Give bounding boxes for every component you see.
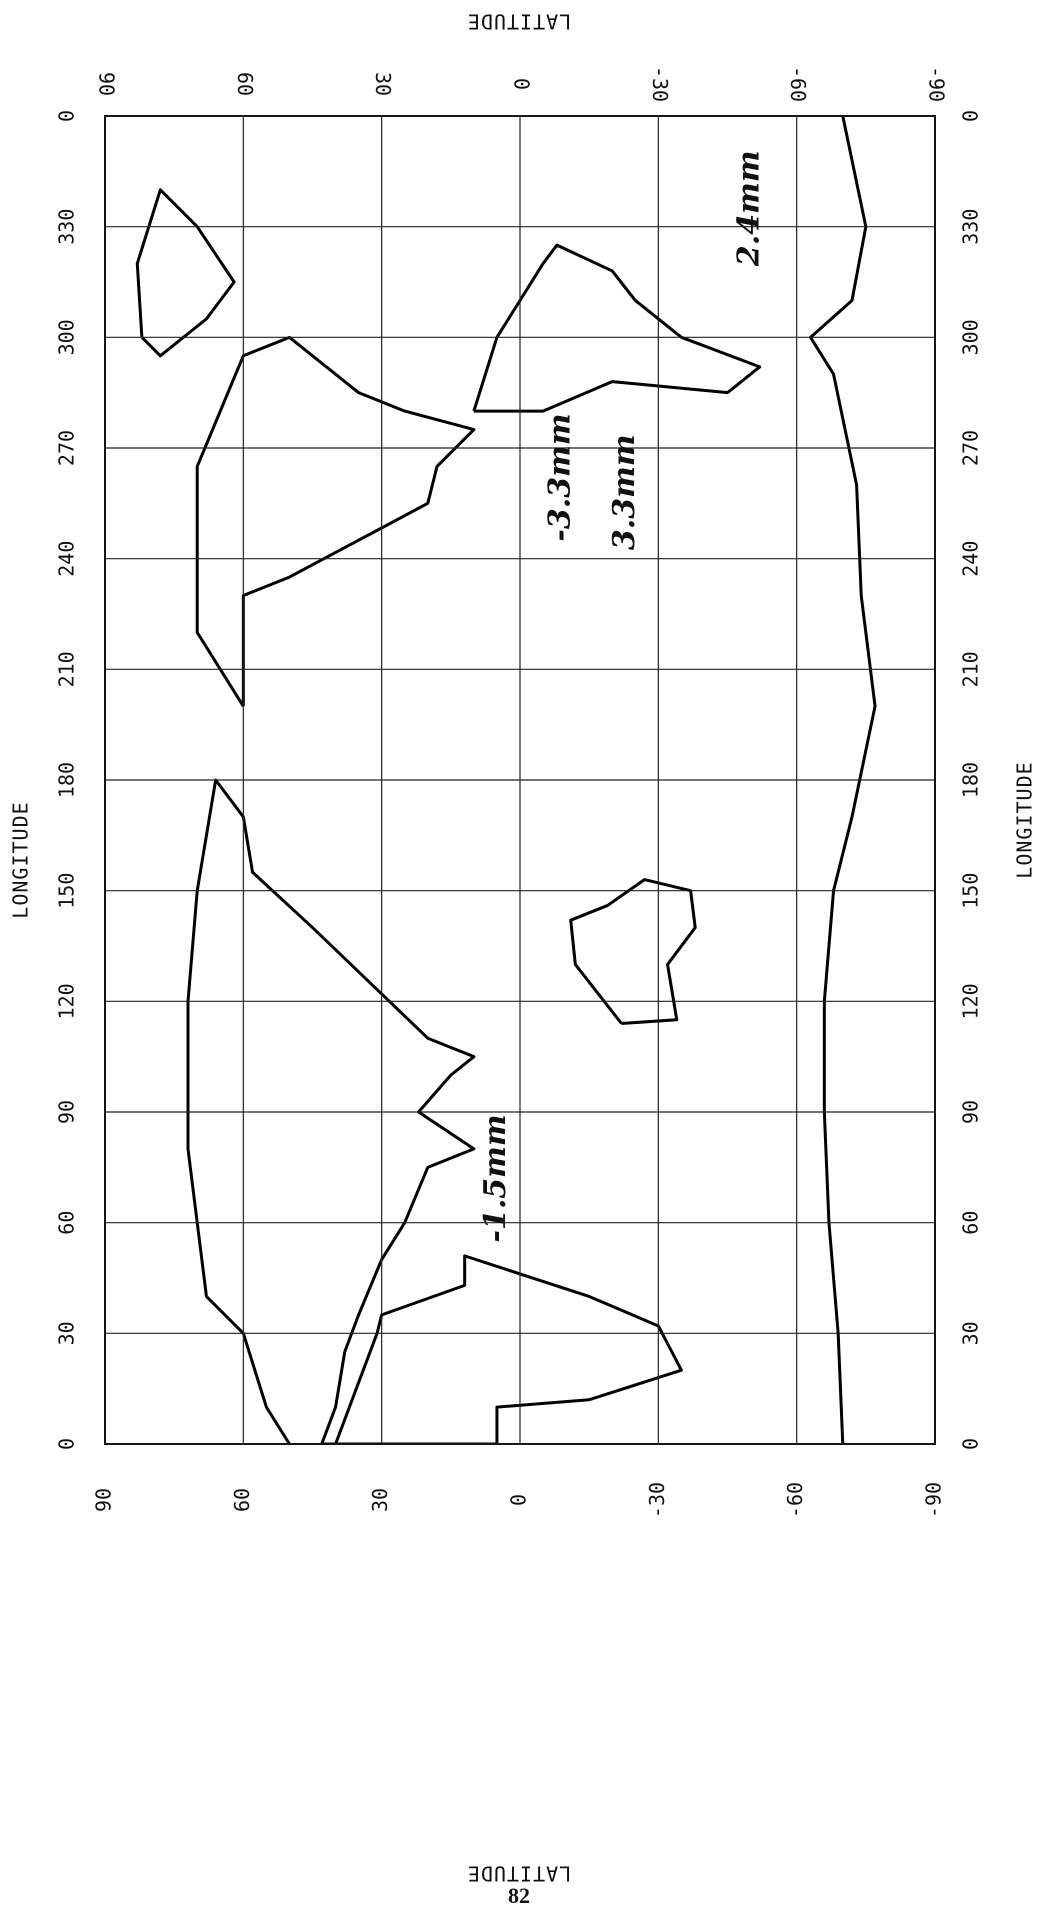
lon-tick-label: 60	[55, 1211, 79, 1235]
left-axis-title: LONGITUDE	[9, 801, 33, 918]
lon-tick-label: 120	[55, 983, 79, 1019]
lat-tick-label: 60	[230, 1488, 254, 1512]
lon-tick-label: 270	[55, 430, 79, 466]
lon-tick-label: 60	[959, 1211, 983, 1235]
coastline	[135, 188, 236, 358]
handwritten-annotation: -1.5mm	[478, 1114, 513, 1242]
lon-tick-label: 210	[55, 651, 79, 687]
lon-tick-label: 240	[55, 541, 79, 577]
lat-tick-label: 0	[510, 78, 534, 90]
lat-tick-label: -60	[783, 1482, 807, 1518]
top-axis-title: LATITUDE	[467, 10, 571, 34]
lon-tick-label: 300	[959, 319, 983, 355]
lon-tick-label: 180	[55, 762, 79, 798]
lon-tick-label: 0	[959, 1438, 983, 1450]
lat-tick-label: -30	[648, 66, 672, 102]
handwritten-annotation: 2.4mm	[732, 150, 767, 267]
right-axis-title: LONGITUDE	[1013, 761, 1037, 878]
lat-tick-label: 90	[95, 72, 119, 96]
lat-tick-label: 0	[507, 1494, 531, 1506]
coastline	[321, 1254, 683, 1444]
bottom-axis-title: LATITUDE	[467, 1862, 571, 1886]
lon-tick-label: 150	[959, 873, 983, 909]
lon-tick-label: 0	[55, 110, 79, 122]
handwritten-annotation: -3.3mm	[543, 413, 578, 541]
lon-tick-label: 240	[959, 541, 983, 577]
lon-tick-label: 120	[959, 983, 983, 1019]
lat-tick-label: -60	[786, 66, 810, 102]
lon-tick-label: 270	[959, 430, 983, 466]
coastline	[186, 778, 476, 1444]
lat-tick-label: 30	[371, 72, 395, 96]
lon-tick-label: 330	[959, 209, 983, 245]
lon-tick-label: 30	[55, 1321, 79, 1345]
lon-tick-label: 30	[959, 1321, 983, 1345]
coastline	[809, 116, 877, 1444]
lon-tick-label: 0	[55, 1438, 79, 1450]
lon-tick-label: 0	[959, 110, 983, 122]
coastline	[195, 335, 476, 708]
lat-tick-label: -90	[925, 66, 949, 102]
handwritten-annotation: 3.3mm	[607, 434, 642, 550]
lat-tick-label: 60	[233, 72, 257, 96]
lat-tick-label: 30	[368, 1488, 392, 1512]
coastline	[472, 243, 762, 413]
lon-tick-label: 150	[55, 873, 79, 909]
lon-tick-label: 330	[55, 209, 79, 245]
lon-tick-label: 210	[959, 651, 983, 687]
lat-tick-label: 90	[92, 1488, 116, 1512]
lat-tick-label: -30	[645, 1482, 669, 1518]
lon-tick-label: 180	[959, 762, 983, 798]
lat-tick-label: -90	[922, 1482, 946, 1518]
lon-tick-label: 90	[55, 1100, 79, 1124]
coastline	[569, 878, 697, 1025]
lon-tick-label: 300	[55, 319, 79, 355]
lon-tick-label: 90	[959, 1100, 983, 1124]
page-number: 82	[508, 1883, 530, 1908]
